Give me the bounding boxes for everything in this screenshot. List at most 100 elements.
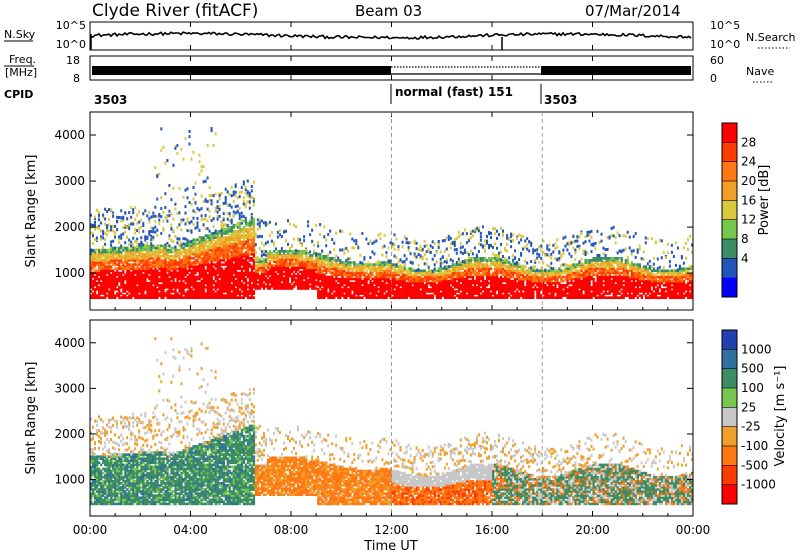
heatmap-cell — [200, 194, 203, 198]
heatmap-cell — [492, 292, 495, 295]
heatmap-cell — [429, 284, 432, 287]
heatmap-cell — [236, 204, 239, 208]
heatmap-cell — [457, 271, 461, 275]
heatmap-cell — [94, 288, 97, 291]
heatmap-cell — [465, 277, 469, 281]
heatmap-cell — [383, 294, 386, 297]
heatmap-cell — [180, 250, 183, 254]
heatmap-cell — [116, 288, 119, 291]
heatmap-cell — [190, 279, 193, 283]
heatmap-cell — [222, 269, 225, 273]
heatmap-cell — [276, 270, 280, 274]
heatmap-cell — [411, 261, 414, 265]
heatmap-cell — [467, 261, 471, 264]
heatmap-cell — [98, 226, 100, 230]
heatmap-cell — [230, 228, 233, 231]
heatmap-cell — [180, 296, 183, 299]
heatmap-cell — [435, 273, 438, 277]
heatmap-cell — [138, 286, 141, 289]
heatmap-cell — [180, 246, 183, 250]
heatmap-cell — [152, 214, 155, 218]
heatmap-cell — [152, 281, 155, 285]
heatmap-cell — [246, 238, 250, 241]
heatmap-cell — [100, 296, 103, 299]
heatmap-cell — [469, 284, 473, 287]
heatmap-cell — [222, 212, 225, 216]
heatmap-cell — [238, 265, 241, 268]
heatmap-cell — [250, 213, 253, 216]
heatmap-cell — [160, 288, 163, 291]
heatmap-cell — [405, 275, 408, 279]
heatmap-cell — [168, 250, 171, 254]
heatmap-cell — [441, 279, 445, 283]
heatmap-cell — [421, 273, 424, 277]
heatmap-cell — [425, 277, 428, 281]
heatmap-cell — [180, 147, 183, 151]
heatmap-cell — [162, 252, 165, 256]
heatmap-cell — [285, 276, 288, 280]
heatmap-cell — [387, 265, 390, 268]
heatmap-cell — [319, 281, 322, 285]
heatmap-cell — [272, 272, 276, 276]
heatmap-cell — [411, 290, 414, 293]
heatmap-cell — [385, 275, 388, 279]
heatmap-cell — [146, 292, 149, 295]
heatmap-cell — [449, 290, 453, 293]
heatmap-cell — [180, 259, 183, 262]
heatmap-cell — [431, 284, 434, 287]
heatmap-cell — [453, 241, 456, 244]
heatmap-cell — [315, 258, 318, 261]
heatmap-cell — [291, 260, 294, 263]
heatmap-cell — [114, 246, 117, 250]
heatmap-cell — [244, 271, 248, 275]
heatmap-cell — [481, 265, 485, 268]
heatmap-cell — [194, 242, 197, 246]
heatmap-cell — [477, 286, 481, 289]
heatmap-cell — [230, 185, 233, 189]
heatmap-cell — [393, 279, 396, 283]
heatmap-cell — [98, 292, 101, 295]
heatmap-cell — [140, 248, 143, 252]
heatmap-cell — [214, 244, 217, 248]
heatmap-cell — [299, 270, 302, 274]
heatmap-cell — [98, 259, 101, 262]
heatmap-cell — [486, 277, 489, 281]
heatmap-cell — [244, 188, 247, 192]
heatmap-cell — [401, 286, 404, 289]
heatmap-cell — [242, 226, 246, 229]
heatmap-cell — [254, 276, 258, 280]
heatmap-cell — [130, 215, 133, 219]
heatmap-cell — [391, 292, 394, 295]
heatmap-cell — [100, 277, 103, 281]
heatmap-cell — [220, 273, 223, 277]
heatmap-cell — [278, 249, 282, 253]
heatmap-cell — [196, 250, 199, 254]
heatmap-cell — [415, 269, 418, 272]
heatmap-cell — [190, 294, 193, 297]
heatmap-cell — [465, 284, 469, 287]
heatmap-cell — [120, 252, 123, 256]
heatmap-cell — [108, 275, 111, 279]
heatmap-cell — [333, 271, 336, 275]
heatmap-cell — [407, 277, 410, 281]
heatmap-cell — [206, 234, 209, 237]
heatmap-cell — [176, 281, 179, 285]
heatmap-cell — [419, 281, 422, 285]
heatmap-cell — [455, 286, 459, 289]
heatmap-cell — [305, 268, 308, 272]
heatmap-cell — [128, 252, 131, 256]
heatmap-cell — [329, 259, 332, 262]
heatmap-cell — [180, 265, 183, 268]
heatmap-cell — [268, 266, 272, 270]
heatmap-cell — [126, 235, 129, 239]
heatmap-cell — [479, 290, 483, 293]
heatmap-cell — [421, 247, 424, 251]
heatmap-cell — [134, 286, 137, 289]
heatmap-cell — [214, 132, 217, 136]
heatmap-cell — [397, 247, 400, 251]
heatmap-cell — [230, 250, 233, 254]
heatmap-cell — [409, 269, 412, 273]
heatmap-cell — [128, 288, 131, 291]
heatmap-cell — [248, 234, 252, 237]
heatmap-cell — [150, 292, 153, 295]
